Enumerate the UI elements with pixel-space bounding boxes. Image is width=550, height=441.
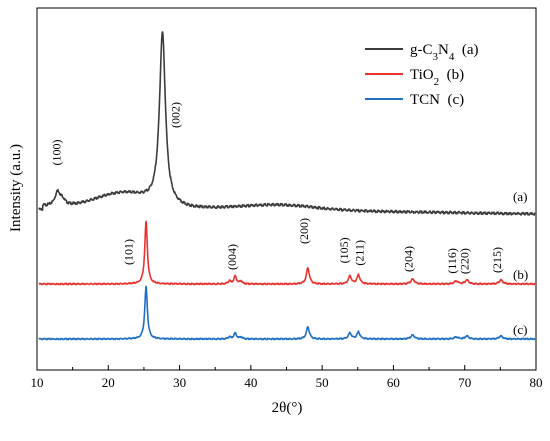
curve-tag: (c) [513, 322, 527, 337]
curve-tag: (b) [513, 267, 528, 282]
plot-frame [36, 7, 537, 371]
legend-label: TiO2 (b) [410, 67, 464, 88]
series-line-tio2 [38, 220, 536, 286]
x-tick-label: 40 [244, 375, 257, 390]
curve-tags: (a) (b) (c) [513, 189, 528, 337]
peak-label: (101) [122, 239, 136, 265]
series-line-g-c3n4 [38, 31, 536, 216]
peak-label: (116) [445, 248, 459, 274]
x-tick-label: 70 [458, 375, 471, 390]
x-tick-label: 60 [387, 375, 400, 390]
peak-label: (200) [297, 218, 311, 244]
x-axis: 10 20 30 40 50 60 70 80 [31, 365, 543, 390]
peak-labels: (100) (002) (101) (004) (200) (105) (211) (204)… [49, 102, 504, 274]
legend-label: TCN (c) [410, 92, 464, 108]
x-tick-label: 50 [316, 375, 329, 390]
legend-label: g-C3N4 (a) [410, 42, 479, 63]
curve-tag: (a) [513, 189, 527, 204]
y-axis-title: Intensity (a.u.) [8, 144, 24, 232]
series-line-tcn [38, 285, 536, 341]
x-tick-label: 20 [102, 375, 115, 390]
x-tick-label: 10 [31, 375, 44, 390]
peak-label: (100) [49, 139, 63, 165]
x-tick-label: 80 [530, 375, 543, 390]
peak-label: (004) [225, 244, 239, 270]
x-tick-label: 30 [173, 375, 186, 390]
peak-label: (220) [457, 248, 471, 274]
curves-group [38, 31, 536, 341]
peak-label: (105) [337, 237, 351, 263]
peak-label: (211) [353, 240, 367, 266]
peak-label: (002) [169, 102, 183, 128]
legend: g-C3N4 (a) TiO2 (b) TCN (c) [365, 42, 479, 108]
peak-label: (215) [490, 247, 504, 273]
peak-label: (204) [402, 246, 416, 272]
x-axis-title: 2θ(°) [272, 400, 303, 416]
